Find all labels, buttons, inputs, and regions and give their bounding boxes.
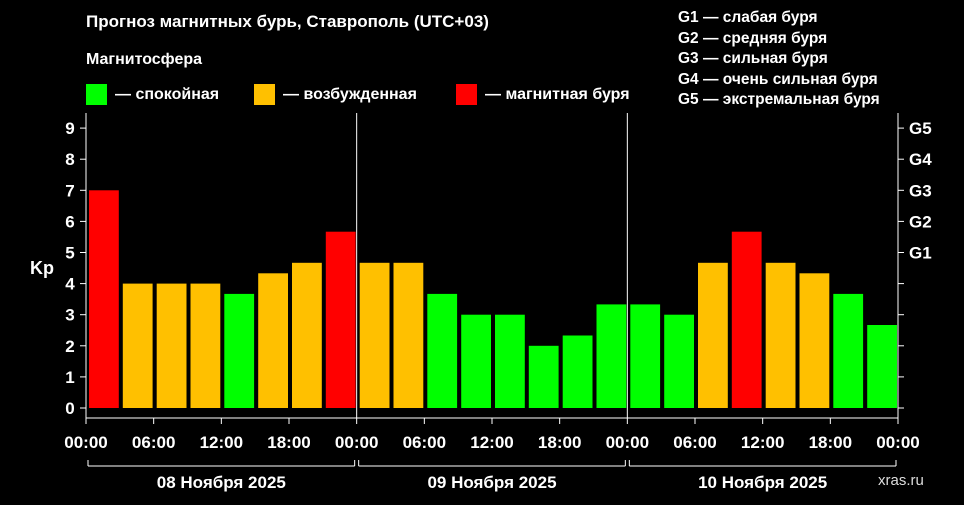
g-axis-label: G4	[909, 150, 932, 169]
bar	[224, 293, 255, 408]
g-axis-label: G1	[909, 244, 932, 263]
bar	[596, 304, 627, 408]
y-tick-label: 6	[65, 212, 74, 231]
legend-item-active: — возбужденная	[254, 84, 417, 105]
legend-title: Магнитосфера	[86, 51, 203, 68]
bar	[799, 273, 830, 408]
y-tick-label: 5	[65, 244, 74, 263]
x-tick-label: 06:00	[403, 433, 446, 452]
bar	[190, 283, 221, 408]
legend-swatch-storm	[456, 84, 477, 105]
y-tick-label: 4	[65, 275, 75, 294]
y-tick-label: 1	[65, 368, 74, 387]
bar	[731, 231, 762, 408]
bar	[867, 325, 897, 408]
y-tick-label: 3	[65, 306, 74, 325]
bar	[156, 283, 187, 408]
y-tick-label: 9	[65, 119, 74, 138]
day-label: 09 Ноября 2025	[427, 473, 556, 492]
x-tick-label: 12:00	[200, 433, 243, 452]
x-tick-label: 06:00	[132, 433, 175, 452]
legend-item-storm: — магнитная буря	[456, 84, 630, 105]
g-axis-label: G3	[909, 181, 932, 200]
g-scale-item: G5 — экстремальная буря	[678, 91, 880, 109]
legend-label-active: — возбужденная	[283, 85, 417, 103]
chart-title: Прогноз магнитных бурь, Ставрополь (UTC+…	[86, 12, 489, 31]
x-tick-label: 00:00	[64, 433, 107, 452]
x-tick-label: 00:00	[335, 433, 378, 452]
x-tick-label: 06:00	[673, 433, 716, 452]
legend-item-quiet: — спокойная	[86, 84, 219, 105]
x-tick-label: 00:00	[876, 433, 919, 452]
bar	[664, 314, 694, 408]
y-tick-label: 7	[65, 181, 74, 200]
bar	[528, 345, 559, 408]
g-scale-item: G2 — средняя буря	[678, 29, 828, 47]
g-scale-item: G3 — сильная буря	[678, 50, 828, 68]
x-tick-label: 00:00	[606, 433, 649, 452]
y-tick-label: 0	[65, 399, 74, 418]
g-axis-label: G2	[909, 212, 932, 231]
x-tick-label: 18:00	[538, 433, 581, 452]
x-tick-label: 18:00	[267, 433, 310, 452]
bar	[562, 335, 593, 408]
legend-label-storm: — магнитная буря	[485, 85, 630, 103]
legend-swatch-quiet	[86, 84, 107, 105]
bar	[359, 262, 390, 408]
day-label: 08 Ноября 2025	[157, 473, 286, 492]
bar	[427, 293, 458, 408]
bar	[698, 262, 728, 408]
y-tick-label: 8	[65, 150, 74, 169]
x-tick-label: 12:00	[741, 433, 784, 452]
bar	[393, 262, 424, 408]
bar	[765, 262, 796, 408]
bar	[89, 190, 119, 408]
x-tick-label: 12:00	[470, 433, 513, 452]
legend-swatch-active	[254, 84, 275, 105]
g-axis-label: G5	[909, 119, 932, 138]
g-scale-item: G1 — слабая буря	[678, 9, 818, 26]
bar	[630, 304, 661, 408]
bar	[833, 293, 864, 408]
legend-label-quiet: — спокойная	[115, 85, 220, 103]
bar	[292, 262, 322, 408]
g-scale-item: G4 — очень сильная буря	[678, 70, 878, 88]
bar	[461, 314, 491, 408]
watermark: xras.ru	[878, 472, 924, 489]
day-label: 10 Ноября 2025	[698, 473, 827, 492]
bar	[325, 231, 356, 408]
bar	[495, 314, 525, 408]
x-tick-label: 18:00	[809, 433, 852, 452]
g-scale-list: G1 — слабая буря G2 — средняя буря G3 — …	[678, 8, 880, 111]
y-axis-label: Kp	[30, 258, 54, 278]
bar	[258, 273, 288, 408]
bar	[122, 283, 153, 408]
y-tick-label: 2	[65, 337, 74, 356]
